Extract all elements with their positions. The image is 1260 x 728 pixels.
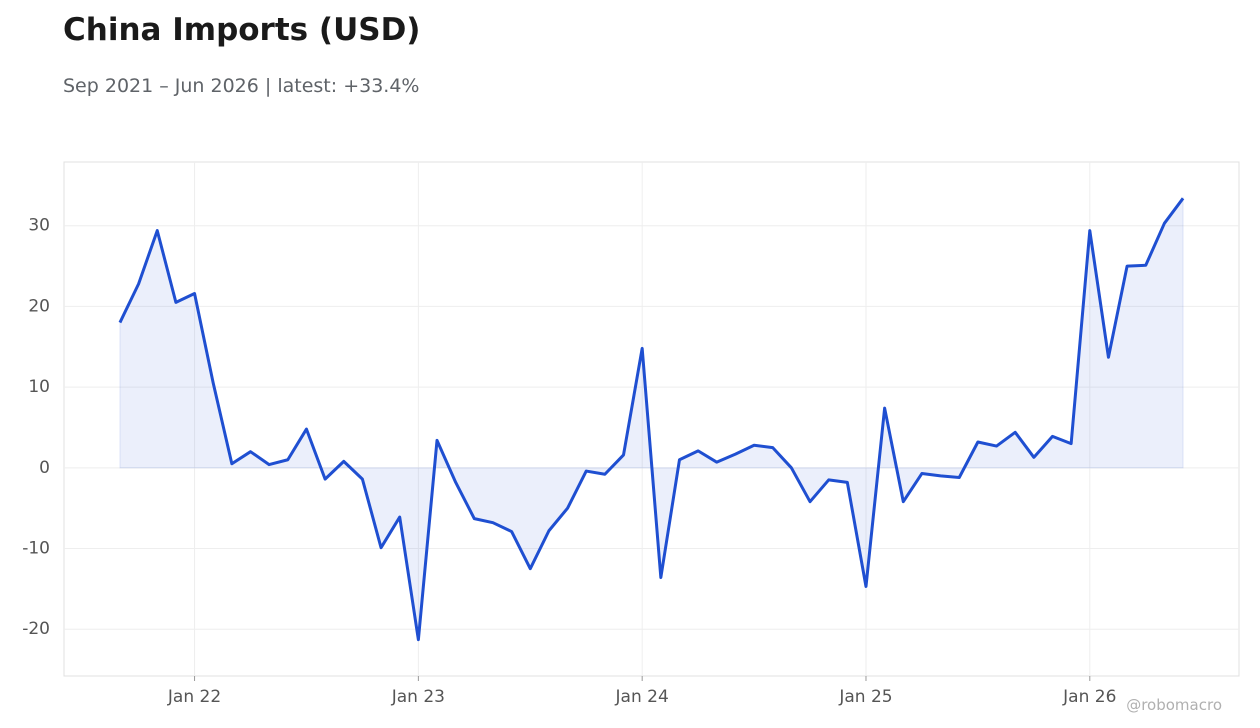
chart-title: China Imports (USD): [63, 12, 420, 48]
y-tick-label: 0: [39, 458, 50, 478]
y-tick-label: -20: [22, 619, 50, 639]
y-tick-label: 20: [28, 296, 50, 316]
y-tick-label: 10: [28, 377, 50, 397]
x-tick-label: Jan 24: [615, 687, 669, 707]
x-tick-label: Jan 23: [391, 687, 445, 707]
x-tick-label: Jan 22: [167, 687, 221, 707]
x-tick-label: Jan 25: [838, 687, 892, 707]
area: [119, 196, 1184, 640]
x-tick-label: Jan 26: [1062, 687, 1116, 707]
plot: -20 -10 0 10 20 30 Jan 22 Jan 23 Jan 24 Jan 25 Jan…: [22, 162, 1239, 707]
y-tick-label: -10: [22, 539, 50, 559]
line: [118, 197, 1185, 642]
plot-frame: [63, 161, 1240, 677]
y-tick-label: 30: [28, 216, 50, 236]
chart-subtitle: Sep 2021 – Jun 2026 | latest: +33.4%: [63, 75, 419, 97]
watermark: @robomacro: [1126, 696, 1222, 714]
